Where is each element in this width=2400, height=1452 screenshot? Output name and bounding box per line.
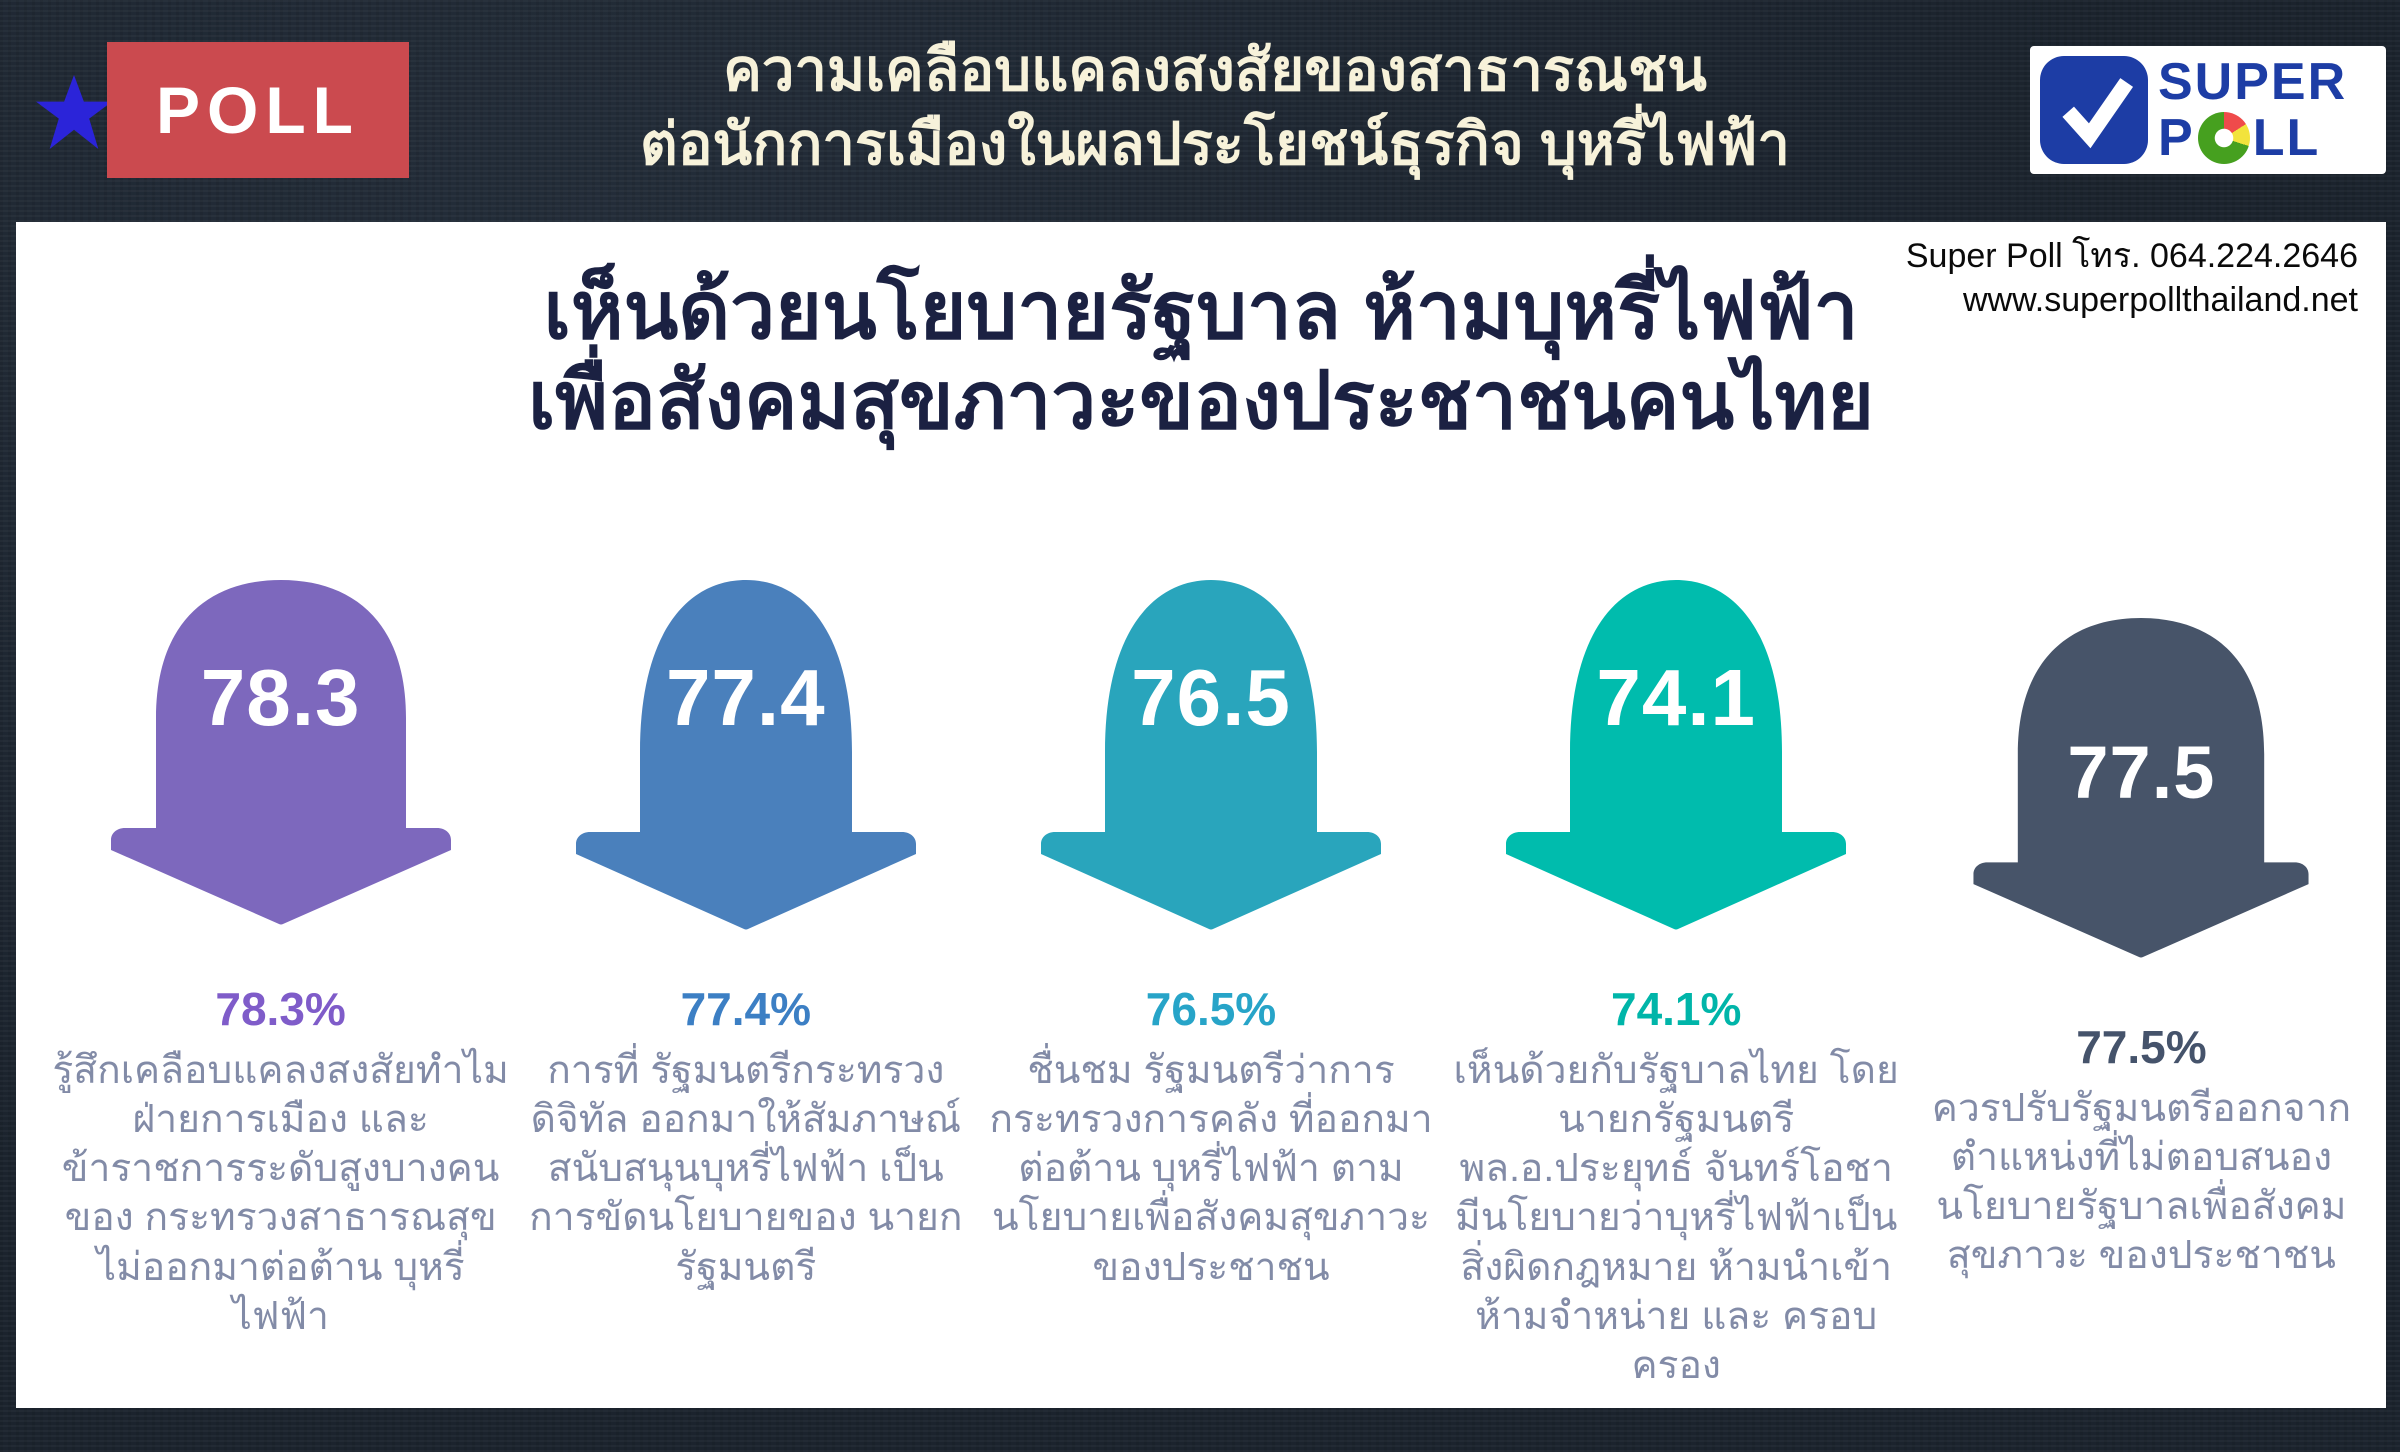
result-description: ชื่นชม รัฐมนตรีว่าการ กระทรวงการคลัง ที่… [989,1049,1433,1289]
percent-label: 77.5% [2076,1021,2207,1073]
main-title: เห็นด้วยนโยบายรัฐบาล ห้ามบุหรี่ไฟฟ้า เพื… [16,266,2386,447]
arrow-marker: 78.3 [110,580,451,930]
header-title: ความเคลือบแคลงสงสัยของสาธารณชน ต่อนักการ… [430,34,2000,182]
arrow-down-shape [110,580,451,925]
results-row: 78.3 78.3% รู้สึกเคลือบแคลงสงสัยทำไม ฝ่า… [52,580,2370,1390]
percent-label: 77.4% [680,983,812,1035]
arrow-value: 74.1 [1596,653,1757,742]
result-item: 77.4 77.4% การที่ รัฐมนตรีกระทรวง ดิจิทั… [517,580,974,1390]
result-item: 77.5 77.5% ควรปรับรัฐมนตรีออกจาก ตำแหน่ง… [1913,618,2370,1390]
star-icon [36,75,112,149]
contact-info: Super Poll โทร. 064.224.2646 www.superpo… [1906,234,2358,322]
arrow-down-shape [1506,580,1847,930]
result-item: 74.1 74.1% เห็นด้วยกับรัฐบาลไทย โดย นายก… [1448,580,1905,1390]
logo-poll-ll: LL [2252,109,2321,167]
logo-poll-label: P LL [2158,112,2320,164]
percent-label: 78.3% [215,983,346,1035]
header-title-line2: ต่อนักการเมืองในผลประโยชน์ธุรกิจ บุหรี่ไ… [640,112,1790,178]
logo-super-label: SUPER [2158,53,2348,111]
contact-phone: Super Poll โทร. 064.224.2646 [1905,237,2358,275]
result-description: เห็นด้วยกับรัฐบาลไทย โดย นายกรัฐมนตรี พล… [1453,1049,1899,1387]
arrow-value: 77.5 [2067,731,2216,814]
result-item: 76.5 76.5% ชื่นชม รัฐมนตรีว่าการ กระทรวง… [982,580,1439,1390]
header-title-line1: ความเคลือบแคลงสงสัยของสาธารณชน [723,38,1707,103]
result-description: ควรปรับรัฐมนตรีออกจาก ตำแหน่งที่ไม่ตอบสน… [1931,1087,2352,1278]
pie-chart-icon [2197,112,2250,164]
arrow-marker: 74.1 [1506,580,1847,930]
main-title-line1: เห็นด้วยนโยบายรัฐบาล ห้ามบุหรี่ไฟฟ้า [543,266,1859,355]
contact-website: www.superpollthailand.net [1962,281,2358,320]
arrow-marker: 76.5 [1041,580,1381,930]
arrow-down-shape [1041,580,1381,930]
arrow-value: 78.3 [200,653,361,742]
poll-badge-label: POLL [156,73,360,147]
arrow-marker: 77.5 [1971,618,2311,968]
arrow-down-shape [1973,618,2309,958]
poll-badge: POLL [107,42,409,178]
content-card: Super Poll โทร. 064.224.2646 www.superpo… [16,222,2386,1408]
arrow-value: 77.4 [665,653,826,742]
checkmark-icon [2040,56,2148,164]
arrow-value: 76.5 [1131,653,1291,742]
result-description: รู้สึกเคลือบแคลงสงสัยทำไม ฝ่ายการเมือง แ… [52,1049,509,1338]
logo-poll-p: P [2158,109,2195,167]
result-description: การที่ รัฐมนตรีกระทรวง ดิจิทัล ออกมาให้ส… [529,1049,963,1289]
logo-text: SUPER P LL [2158,56,2376,164]
arrow-down-shape [575,580,916,930]
arrow-marker: 77.4 [575,580,916,930]
percent-label: 76.5% [1145,983,1277,1035]
result-item: 78.3 78.3% รู้สึกเคลือบแคลงสงสัยทำไม ฝ่า… [52,580,509,1390]
main-title-line2: เพื่อสังคมสุขภาวะของประชาชนคนไทย [527,356,1875,446]
superpoll-logo: SUPER P LL [2030,46,2386,174]
percent-label: 74.1% [1610,983,1742,1035]
